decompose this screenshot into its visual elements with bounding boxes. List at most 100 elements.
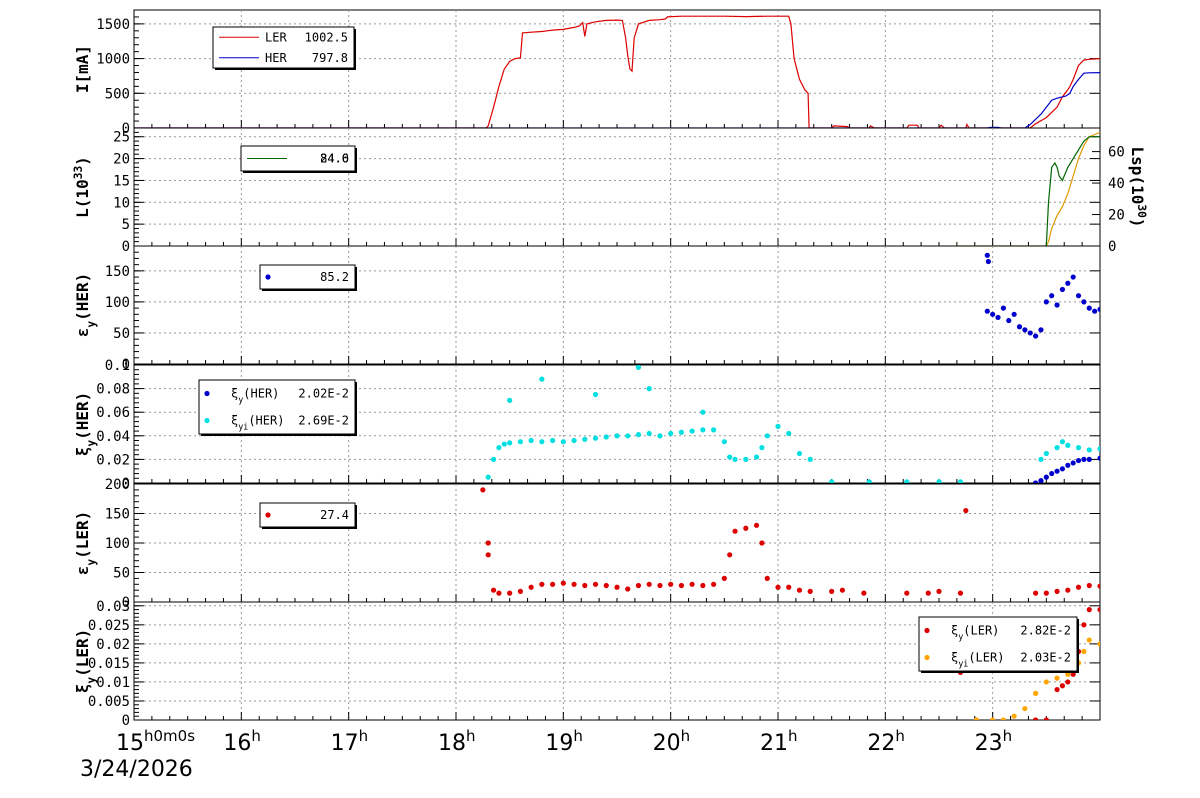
data-point xyxy=(1054,468,1060,474)
data-point xyxy=(1097,446,1100,452)
panel-emittance_ler: 0 50 100 150 200 εy(LER) 27.4 xyxy=(73,477,1101,611)
y-tick-label: 50 xyxy=(113,566,130,582)
data-point xyxy=(829,588,835,594)
data-point xyxy=(1075,445,1082,451)
data-point xyxy=(1033,717,1039,720)
data-point xyxy=(517,588,524,594)
y-tick-label: 10 xyxy=(113,195,130,211)
legend: 27.4 xyxy=(259,502,357,529)
data-point xyxy=(592,435,599,441)
data-point xyxy=(1033,480,1039,483)
y-axis-label: εy(LER) xyxy=(73,511,98,576)
legend: 85.2 xyxy=(259,264,357,291)
legend: ξy(HER) 2.02E-2 ξyi(HER) 2.69E-2 xyxy=(198,379,357,436)
y-tick-label: 20 xyxy=(113,152,130,168)
x-axis-labels: 15h0m0s 16h 17h 18h 19h 20h 21h 22h 23h xyxy=(116,727,1012,756)
data-point xyxy=(721,575,727,582)
data-point xyxy=(753,522,760,528)
data-point xyxy=(839,587,846,593)
legend-swatch xyxy=(924,627,930,634)
y-tick-label: 150 xyxy=(105,264,130,280)
data-point xyxy=(507,590,513,596)
data-point xyxy=(614,584,620,590)
data-point xyxy=(936,479,942,483)
data-point xyxy=(1086,305,1092,311)
data-point xyxy=(1070,460,1076,466)
data-point xyxy=(990,311,996,317)
y-tick-label: 0.03 xyxy=(96,599,130,615)
data-point xyxy=(1065,587,1071,593)
data-point xyxy=(1097,306,1100,312)
x-tick-label: 19h xyxy=(545,727,583,756)
legend-box xyxy=(212,26,355,69)
data-point xyxy=(646,581,652,587)
data-point xyxy=(764,433,770,439)
y-tick-label: 0.02 xyxy=(96,637,130,653)
data-point xyxy=(1086,447,1092,453)
data-point xyxy=(1043,299,1049,305)
data-point xyxy=(507,440,513,446)
data-point xyxy=(1081,299,1087,305)
data-point xyxy=(1097,583,1100,589)
data-point xyxy=(507,397,513,403)
y-tick-label: 0 xyxy=(122,121,130,137)
legend-box xyxy=(259,502,356,528)
series-2 xyxy=(973,637,1100,720)
data-point xyxy=(759,445,765,451)
data-point xyxy=(936,588,942,594)
data-point xyxy=(501,441,507,447)
data-point xyxy=(1065,679,1071,685)
panel-frame xyxy=(133,245,1101,365)
data-point xyxy=(550,581,556,587)
data-point xyxy=(614,433,620,439)
legend-name: ξyi(HER) xyxy=(231,414,284,432)
data-point xyxy=(1000,717,1006,720)
data-point xyxy=(1054,302,1060,308)
data-point xyxy=(861,590,867,596)
data-point xyxy=(1043,474,1049,480)
data-point xyxy=(753,454,760,460)
data-point xyxy=(528,584,534,590)
series-2 xyxy=(485,365,1100,483)
data-point xyxy=(678,429,685,435)
data-point xyxy=(1070,671,1076,677)
data-point xyxy=(1065,462,1071,468)
data-point xyxy=(485,474,491,480)
data-point xyxy=(1049,293,1055,299)
data-point xyxy=(539,581,545,587)
legend-value: 1002.5 xyxy=(305,30,348,44)
data-point xyxy=(1006,317,1012,324)
data-point xyxy=(689,428,695,434)
data-point xyxy=(1059,683,1066,689)
data-point xyxy=(646,386,652,392)
x-tick-label: 21h xyxy=(760,727,798,756)
data-point xyxy=(727,454,733,460)
y-axis-label: εy(HER) xyxy=(73,273,98,338)
data-point xyxy=(1038,478,1044,483)
data-point xyxy=(807,456,813,462)
data-point xyxy=(984,308,990,314)
legend-value: 2.82E-2 xyxy=(1020,624,1071,638)
y-tick-label: 0.02 xyxy=(96,452,130,468)
data-point xyxy=(635,432,642,438)
data-point xyxy=(539,376,545,382)
data-point xyxy=(1075,584,1082,590)
data-point xyxy=(1086,582,1092,589)
data-point xyxy=(759,540,765,546)
data-point xyxy=(1033,690,1039,696)
legend: 84.624.0 xyxy=(240,145,357,173)
data-point xyxy=(1049,470,1055,477)
legend-name: LER xyxy=(265,30,287,44)
data-point xyxy=(764,575,770,582)
data-point xyxy=(786,584,792,590)
y-tick-label: 1500 xyxy=(96,17,130,33)
y-axis-label: L(1033) xyxy=(72,156,93,218)
data-point xyxy=(490,456,497,462)
data-point xyxy=(668,430,674,437)
data-point xyxy=(560,580,566,586)
data-point xyxy=(1043,590,1049,596)
data-point xyxy=(1038,456,1044,462)
x-tick-label: 16h xyxy=(223,727,261,756)
legend-swatch xyxy=(265,512,271,518)
